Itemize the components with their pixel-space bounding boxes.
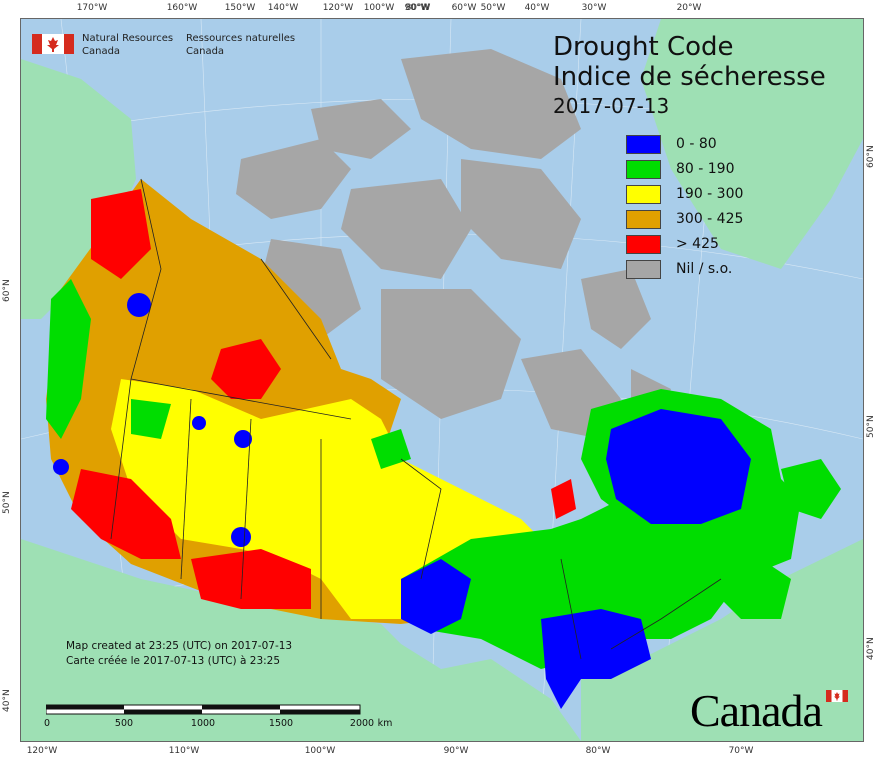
tick-label-left: 60°N xyxy=(2,279,12,302)
tick-label-bottom: 90°W xyxy=(443,746,469,756)
tick-label-top: 120°W xyxy=(322,3,354,13)
tick-label-bottom: 120°W xyxy=(26,746,58,756)
agency-name-en: Natural Resources Canada xyxy=(82,32,173,58)
tick-label-top: 170°W xyxy=(76,3,108,13)
southeast-blue xyxy=(541,609,651,709)
tick-label-top: 40°W xyxy=(524,3,550,13)
scale-label: 1000 xyxy=(190,718,216,729)
tick-label-top: 30°W xyxy=(581,3,607,13)
legend-swatch xyxy=(626,185,661,204)
legend-swatch xyxy=(626,135,661,154)
maritimes xyxy=(721,559,791,619)
tick-label-top: 50°W xyxy=(480,3,506,13)
map-created-note-fr: Carte créée le 2017-07-13 (UTC) à 23:25 xyxy=(66,655,281,667)
canada-flag-icon xyxy=(32,34,74,54)
agency-en-line1: Natural Resources xyxy=(82,33,174,44)
scale-label: 1500 xyxy=(268,718,294,729)
scale-label: 0 xyxy=(43,718,51,729)
legend-label: Nil / s.o. xyxy=(676,261,733,277)
scale-label: 2000 xyxy=(349,718,375,729)
legend-label: 190 - 300 xyxy=(676,186,744,202)
scale-unit: km xyxy=(377,718,393,729)
tick-label-top: 60°W xyxy=(451,3,477,13)
legend-label: 300 - 425 xyxy=(676,211,744,227)
extreme-drought xyxy=(71,189,576,609)
legend-swatch xyxy=(626,260,661,279)
map-date: 2017-07-13 xyxy=(553,94,670,118)
legend-label: 0 - 80 xyxy=(676,136,717,152)
tick-label-left: 50°N xyxy=(2,491,12,514)
agency-en-line2: Canada xyxy=(82,46,121,57)
tick-label-left: 40°N xyxy=(2,689,12,712)
legend-swatch xyxy=(626,160,661,179)
scale-bar xyxy=(46,704,361,715)
tick-label-bottom: 100°W xyxy=(304,746,336,756)
agency-fr-line1: Ressources naturelles xyxy=(186,33,296,44)
tick-label-right: 60°N xyxy=(866,145,876,168)
tick-label-top: 140°W xyxy=(267,3,299,13)
canada-wordmark: Canada xyxy=(690,685,823,736)
tick-label-right: 40°N xyxy=(866,637,876,660)
provincial-borders xyxy=(110,178,722,660)
tick-label-top: 80°W xyxy=(405,3,431,13)
legend-label: 80 - 190 xyxy=(676,161,735,177)
tick-label-bottom: 80°W xyxy=(585,746,611,756)
tick-label-top: 100°W xyxy=(363,3,395,13)
ontario-blue xyxy=(401,559,471,634)
scale-label: 500 xyxy=(114,718,134,729)
tick-label-top: 90°W xyxy=(404,3,430,13)
wet-spots xyxy=(53,293,252,547)
agency-name-fr: Ressources naturelles Canada xyxy=(186,32,295,58)
map-graphic xyxy=(21,19,863,741)
quebec-blue xyxy=(606,409,751,524)
map-created-note-en: Map created at 23:25 (UTC) on 2017-07-13 xyxy=(66,640,293,652)
tick-label-top: 20°W xyxy=(676,3,702,13)
newfoundland xyxy=(781,459,841,519)
map-canvas xyxy=(20,18,864,742)
wordmark-flag-icon xyxy=(826,690,848,702)
tick-label-bottom: 70°W xyxy=(728,746,754,756)
legend-swatch xyxy=(626,210,661,229)
tick-label-top: 160°W xyxy=(166,3,198,13)
map-title-en: Drought Code xyxy=(553,32,734,62)
agency-fr-line2: Canada xyxy=(186,46,225,57)
map-title-fr: Indice de sécheresse xyxy=(553,62,826,92)
legend-label: > 425 xyxy=(676,236,719,252)
tick-label-bottom: 110°W xyxy=(168,746,200,756)
tick-label-top: 150°W xyxy=(224,3,256,13)
non-canada-land xyxy=(21,19,863,741)
legend-swatch xyxy=(626,235,661,254)
tick-label-right: 50°N xyxy=(866,415,876,438)
